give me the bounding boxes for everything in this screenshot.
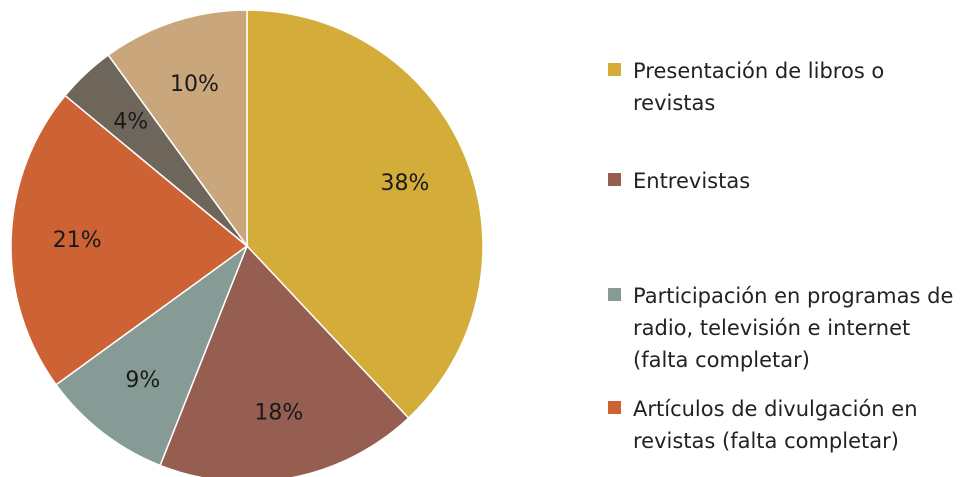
legend-swatch-entrevistas [608,173,621,186]
data-label-5: 10% [170,72,219,97]
legend-label-participacion: Participación en programas de radio, tel… [633,284,954,372]
legend-item-entrevistas: Entrevistas [608,165,963,197]
legend-label-articulos: Artículos de divulgación en revistas (fa… [633,397,918,453]
data-label-0: 38% [381,171,430,196]
legend-label-presentacion: Presentación de libros o revistas [633,59,885,115]
data-label-1: 18% [254,400,303,425]
data-label-2: 9% [125,368,160,393]
legend-item-articulos: Artículos de divulgación en revistas (fa… [608,393,963,457]
pie-slice-3 [10,94,249,386]
legend-swatch-participacion [608,288,621,301]
legend: Presentación de libros o revistas Entrev… [608,0,963,477]
pie-slice-0 [246,9,484,420]
pie-slice-2 [55,243,249,467]
legend-label-entrevistas: Entrevistas [633,169,751,193]
legend-swatch-articulos [608,401,621,414]
data-label-3: 21% [53,228,102,253]
pie-slice-1 [159,244,410,477]
legend-item-presentacion: Presentación de libros o revistas [608,55,963,119]
data-label-4: 4% [113,110,148,135]
legend-swatch-presentacion [608,63,621,76]
legend-item-participacion: Participación en programas de radio, tel… [608,280,963,376]
pie-slice-5 [107,9,248,249]
